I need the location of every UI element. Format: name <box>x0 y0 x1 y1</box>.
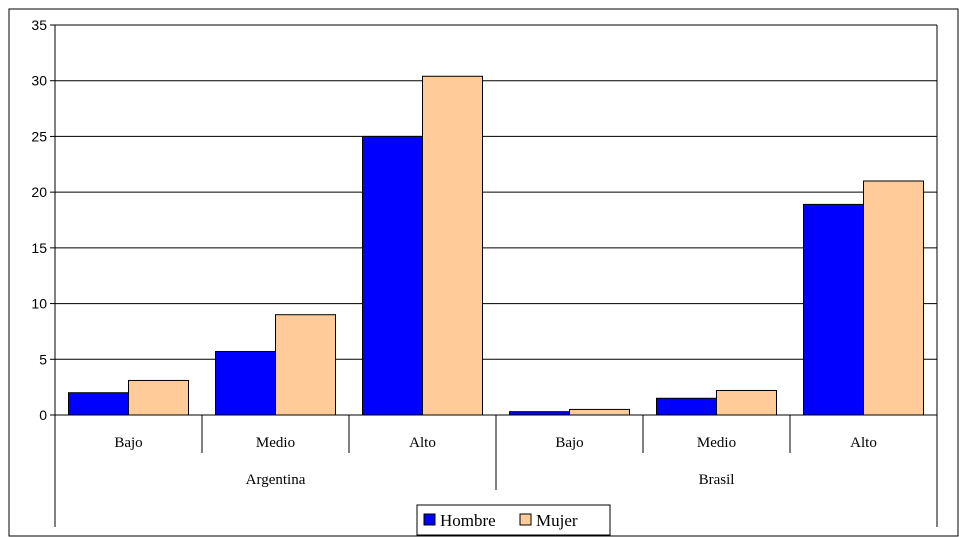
bar-hombre-1 <box>215 350 276 416</box>
y-tick-label: 0 <box>39 407 47 423</box>
legend-swatch-hombre <box>423 513 436 526</box>
y-tick-label: 5 <box>39 351 47 367</box>
bar-hombre-0 <box>68 392 129 416</box>
x-category-label: Alto <box>850 435 877 451</box>
x-category-label: Bajo <box>114 435 142 451</box>
bar-hombre-3 <box>509 411 570 416</box>
bar-mujer-3 <box>569 408 630 416</box>
y-tick-label: 10 <box>31 296 47 312</box>
y-axis-ticks: 0 5 10 15 20 25 30 35 <box>31 17 55 423</box>
x-category-label: Alto <box>409 435 436 451</box>
legend-label-mujer: Mujer <box>536 511 578 530</box>
bar-mujer-5 <box>863 180 924 416</box>
legend-swatch-mujer <box>519 513 532 526</box>
bar-hombre-5 <box>803 203 864 416</box>
y-tick-label: 20 <box>31 184 47 200</box>
bar-hombre-4 <box>656 397 717 416</box>
bar-hombre-2 <box>362 135 423 416</box>
y-tick-label: 25 <box>31 128 47 144</box>
y-tick-label: 15 <box>31 240 47 256</box>
x-category-label: Bajo <box>555 435 583 451</box>
legend-box <box>416 504 611 536</box>
chart-area-border <box>8 8 959 537</box>
bar-mujer-0 <box>128 379 189 416</box>
y-tick-label: 30 <box>31 73 47 89</box>
x-group-label: Argentina <box>246 472 306 488</box>
bar-mujer-4 <box>716 389 777 416</box>
x-category-label: Medio <box>256 435 295 451</box>
x-group-label: Brasil <box>699 472 735 488</box>
bar-mujer-2 <box>422 75 483 416</box>
legend: Hombre Mujer <box>416 504 611 536</box>
bar-mujer-1 <box>275 314 336 416</box>
x-axis-categories: Bajo Medio Alto Bajo Medio Alto Argentina Brasi… <box>54 415 938 527</box>
x-category-label: Medio <box>697 435 736 451</box>
legend-label-hombre: Hombre <box>440 511 496 530</box>
y-tick-label: 35 <box>31 17 47 33</box>
